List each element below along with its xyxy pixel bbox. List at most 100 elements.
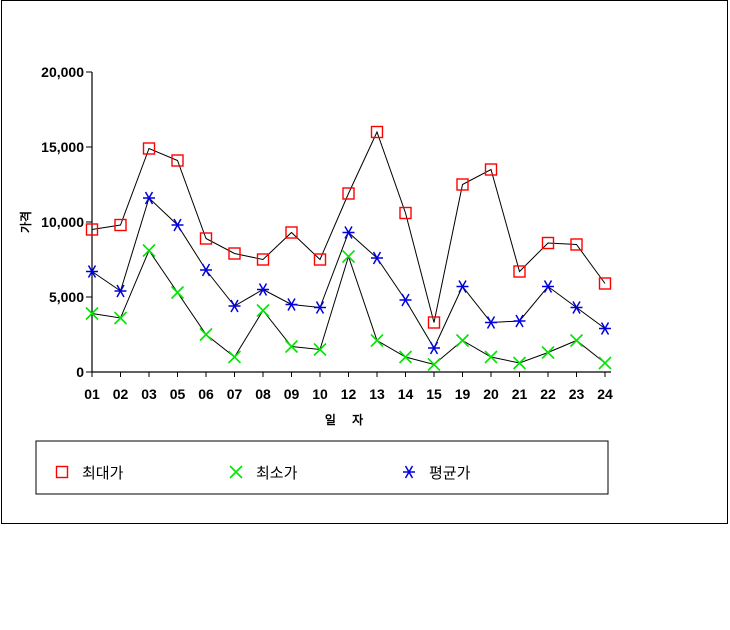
marker-stroke xyxy=(600,322,610,335)
data-point xyxy=(456,280,469,293)
data-point xyxy=(427,357,441,372)
data-point xyxy=(85,223,99,236)
marker-stroke xyxy=(543,280,553,293)
data-point xyxy=(86,265,98,278)
data-point xyxy=(399,293,412,307)
marker-stroke xyxy=(258,283,268,296)
data-point xyxy=(313,253,327,266)
data-point xyxy=(256,253,270,266)
marker-stroke xyxy=(372,251,382,265)
marker-stroke xyxy=(398,350,413,364)
x-tick-label: 13 xyxy=(369,386,385,402)
y-tick-label: 15,000 xyxy=(41,139,84,155)
x-tick-label: 02 xyxy=(113,386,129,402)
data-point xyxy=(284,339,299,354)
data-point xyxy=(113,311,128,325)
marker-stroke xyxy=(87,265,97,278)
marker-stroke xyxy=(315,301,325,314)
x-tick-label: 21 xyxy=(512,386,528,402)
data-point xyxy=(485,316,497,329)
data-point xyxy=(85,306,99,321)
data-point xyxy=(370,333,384,348)
marker-stroke xyxy=(113,311,128,325)
data-point xyxy=(142,142,156,155)
data-point xyxy=(598,277,612,290)
axes: 0 5,000 10,000 15,000 20,000 01 02 03 05 06 07 08 09… xyxy=(41,64,613,402)
x-tick-label: 06 xyxy=(198,386,214,402)
legend: 최대가 최소가 평균가 xyxy=(35,440,609,495)
series-line-3 xyxy=(91,197,606,350)
data-point xyxy=(599,322,611,335)
data-point xyxy=(171,218,184,232)
data-point xyxy=(171,154,184,167)
x-tick-label: 09 xyxy=(284,386,300,402)
x-tick-label: 24 xyxy=(597,386,613,402)
marker-stroke xyxy=(401,293,410,307)
series-line-1 xyxy=(91,130,606,323)
legend-label-3: 평균가 xyxy=(429,464,471,482)
x-tick-label: 01 xyxy=(84,386,100,402)
x-axis-title: 일 자 xyxy=(325,412,369,427)
marker-stroke xyxy=(230,299,239,313)
marker-stroke xyxy=(227,350,242,364)
series-line-2 xyxy=(91,249,606,366)
legend-label-1: 최대가 xyxy=(82,464,124,482)
y-tick-label: 5,000 xyxy=(49,289,84,305)
y-tick-label: 0 xyxy=(76,364,84,380)
data-point xyxy=(512,356,527,370)
marker-stroke xyxy=(427,357,441,372)
data-point xyxy=(427,316,441,329)
legend-marker-1 xyxy=(55,465,69,479)
marker-stroke xyxy=(515,314,524,328)
data-point xyxy=(541,236,555,250)
data-point xyxy=(285,226,298,239)
data-point xyxy=(200,263,212,277)
marker-stroke xyxy=(429,341,439,355)
data-point xyxy=(114,284,127,298)
data-point xyxy=(257,283,269,296)
data-point xyxy=(398,350,413,364)
x-tick-label: 22 xyxy=(540,386,556,402)
x-tick-label: 05 xyxy=(170,386,186,402)
series-markers xyxy=(85,125,612,372)
data-point xyxy=(570,238,583,251)
data-point xyxy=(399,206,412,220)
x-tick-label: 07 xyxy=(227,386,243,402)
marker-stroke xyxy=(116,284,125,298)
data-point xyxy=(314,301,326,314)
legend-box xyxy=(35,440,609,495)
legend-marker-3 xyxy=(403,465,415,479)
data-point xyxy=(170,285,185,300)
data-point xyxy=(143,191,155,205)
marker-stroke xyxy=(144,191,154,205)
data-point xyxy=(341,249,356,264)
marker-stroke xyxy=(287,298,296,311)
marker-stroke xyxy=(142,243,156,258)
data-point xyxy=(199,232,213,245)
marker-stroke xyxy=(341,249,356,264)
chart-frame xyxy=(1,0,728,524)
data-point xyxy=(342,226,355,239)
data-point xyxy=(513,314,526,328)
marker-stroke xyxy=(85,306,99,321)
x-tick-label: 12 xyxy=(341,386,357,402)
x-tick-label: 14 xyxy=(398,386,414,402)
data-point xyxy=(228,299,241,313)
x-tick-label: 19 xyxy=(455,386,471,402)
data-point xyxy=(114,218,127,232)
marker-stroke xyxy=(199,327,213,342)
data-point xyxy=(199,327,213,342)
marker-stroke xyxy=(598,356,612,370)
x-tick-label: 15 xyxy=(426,386,442,402)
marker-stroke xyxy=(170,285,185,300)
data-point xyxy=(484,350,498,364)
x-tick-label: 08 xyxy=(255,386,271,402)
data-point xyxy=(456,178,469,191)
legend-label-2: 최소가 xyxy=(256,464,298,482)
data-point xyxy=(455,333,470,348)
marker-stroke xyxy=(484,350,498,364)
marker-stroke xyxy=(284,339,299,354)
marker-stroke xyxy=(313,342,327,357)
marker-stroke xyxy=(512,356,527,370)
